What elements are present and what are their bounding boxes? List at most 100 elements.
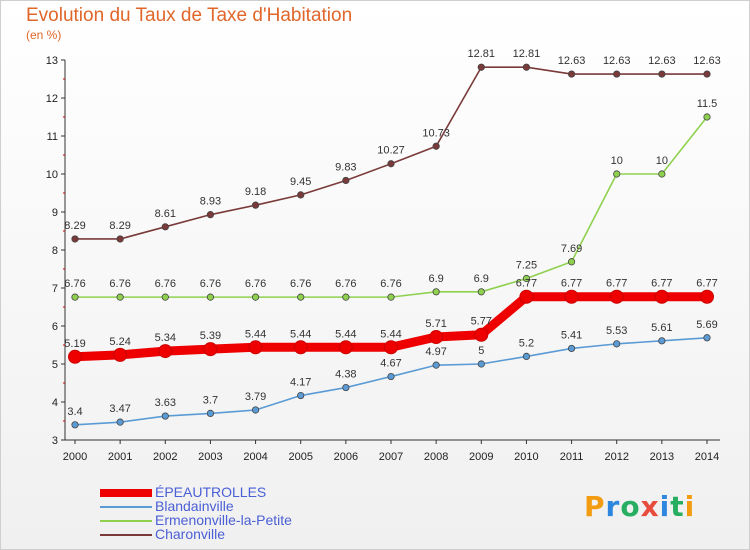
data-point xyxy=(613,340,621,348)
data-label: 5.61 xyxy=(651,322,672,334)
y-tick-label: 3 xyxy=(52,435,58,447)
data-point xyxy=(477,360,485,368)
data-label: 12.81 xyxy=(468,48,496,60)
data-label: 6.9 xyxy=(428,273,443,285)
data-point xyxy=(161,223,169,231)
x-tick-label: 2014 xyxy=(695,451,719,463)
data-label: 5.71 xyxy=(425,318,446,330)
y-tick-label: 12 xyxy=(46,93,58,105)
data-point xyxy=(522,63,531,71)
data-label: 5 xyxy=(478,345,484,357)
data-label: 3.47 xyxy=(109,403,130,415)
x-tick-label: 2005 xyxy=(288,451,312,463)
data-label: 3.7 xyxy=(203,394,218,406)
x-tick-label: 2013 xyxy=(650,451,674,463)
legend-swatch-charonville xyxy=(100,534,152,536)
data-label: 5.24 xyxy=(109,336,130,348)
x-tick-label: 2007 xyxy=(379,451,403,463)
legend-label-epeautrolles: ÉPEAUTROLLES xyxy=(155,484,267,500)
logo-letter: i xyxy=(659,490,671,523)
logo-letter: x xyxy=(640,490,660,523)
data-label: 3.4 xyxy=(67,406,82,418)
data-point xyxy=(161,293,169,301)
data-point xyxy=(342,293,350,301)
data-point xyxy=(338,340,353,355)
data-point xyxy=(432,361,440,369)
data-label: 6.77 xyxy=(516,278,537,290)
data-label: 6.76 xyxy=(64,278,85,290)
data-point xyxy=(477,63,485,71)
data-label: 5.19 xyxy=(64,338,85,350)
series-3 xyxy=(71,63,711,243)
data-label: 12.81 xyxy=(513,48,541,60)
data-label: 12.63 xyxy=(558,55,586,67)
chart-unit: (en %) xyxy=(26,28,62,42)
data-point xyxy=(116,235,124,243)
data-label: 3.79 xyxy=(245,391,266,403)
data-point xyxy=(700,289,714,304)
logo-letter: i xyxy=(684,490,696,523)
axes: 3 4 5 6 7 8 9 10 11 12 13 2000 2001 2002 2003 2004 2005 2… xyxy=(46,55,720,463)
data-label: 6.77 xyxy=(651,278,672,290)
data-point xyxy=(113,347,128,362)
series-1 xyxy=(71,334,711,429)
data-label: 5.44 xyxy=(290,328,311,340)
data-point xyxy=(564,289,579,304)
data-point xyxy=(71,235,79,243)
logo-letter: o xyxy=(620,490,641,523)
data-label: 8.93 xyxy=(200,196,221,208)
series-layer xyxy=(68,63,714,429)
data-label: 12.63 xyxy=(693,55,721,67)
legend-label-blandainville: Blandainville xyxy=(155,498,234,514)
data-label: 5.39 xyxy=(200,330,221,342)
data-label: 5.44 xyxy=(380,328,401,340)
data-label: 4.38 xyxy=(335,369,356,381)
data-label: 5.77 xyxy=(471,316,492,328)
data-point xyxy=(384,340,398,355)
data-point xyxy=(116,418,124,426)
data-point xyxy=(522,352,531,360)
data-label: 6.76 xyxy=(335,278,356,290)
data-point xyxy=(432,288,440,296)
data-label: 10 xyxy=(611,155,623,167)
x-tick-label: 2000 xyxy=(63,451,87,463)
data-label: 6.76 xyxy=(155,278,176,290)
y-tick-label: 4 xyxy=(52,397,58,409)
data-point xyxy=(567,70,576,78)
x-tick-label: 2003 xyxy=(198,451,222,463)
data-label: 6.9 xyxy=(474,273,489,285)
data-point xyxy=(68,349,82,364)
x-tick-label: 2008 xyxy=(424,451,448,463)
data-label: 5.41 xyxy=(561,329,582,341)
data-label: 8.29 xyxy=(109,220,130,232)
data-point xyxy=(158,344,173,359)
data-point xyxy=(567,258,576,266)
data-point xyxy=(432,142,440,150)
data-label: 4.97 xyxy=(425,346,446,358)
data-point xyxy=(248,340,263,355)
data-point xyxy=(206,293,215,301)
data-point xyxy=(658,70,666,78)
data-label: 7.69 xyxy=(561,243,582,255)
data-label: 9.18 xyxy=(245,186,266,198)
y-tick-label: 13 xyxy=(46,55,58,67)
data-label: 5.44 xyxy=(335,328,356,340)
data-point xyxy=(297,391,305,400)
legend-swatch-epeautrolles xyxy=(100,489,152,497)
data-label: 10.73 xyxy=(422,127,450,139)
data-point xyxy=(654,289,669,304)
data-label: 8.29 xyxy=(64,220,85,232)
chart-title: Evolution du Taux de Taxe d'Habitation xyxy=(26,5,353,26)
legend-label-ermenonville: Ermenonville-la-Petite xyxy=(155,512,292,528)
y-tick-label: 11 xyxy=(47,131,58,143)
data-label: 12.63 xyxy=(603,55,631,67)
data-label: 6.77 xyxy=(696,278,717,290)
data-label: 6.77 xyxy=(561,278,582,290)
data-label: 9.45 xyxy=(290,176,311,188)
data-label: 4.67 xyxy=(380,358,401,370)
data-point xyxy=(203,342,218,357)
data-label: 10.27 xyxy=(377,145,405,157)
data-point xyxy=(342,176,350,185)
data-point xyxy=(161,412,169,420)
